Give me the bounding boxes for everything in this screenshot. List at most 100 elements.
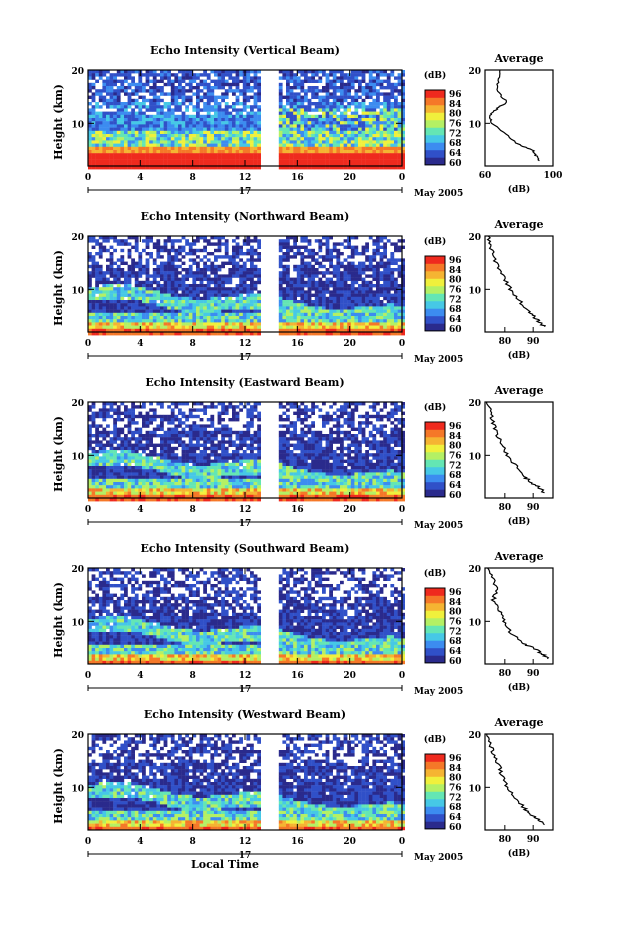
colorbar-swatch xyxy=(425,90,445,98)
average-frame xyxy=(484,733,554,831)
average-frame xyxy=(484,567,554,665)
colorbar-swatch xyxy=(425,308,445,317)
colorbar-swatch xyxy=(425,474,445,483)
colorbar-frame xyxy=(424,587,446,664)
colorbar-swatch xyxy=(425,119,445,128)
average-x-tick-label: 90 xyxy=(527,337,540,347)
colorbar-frame xyxy=(424,255,446,332)
average-x-unit: (dB) xyxy=(508,184,530,195)
colorbar-tick-label: 96 xyxy=(449,754,462,764)
average-title: Average xyxy=(493,550,543,563)
x-tick-label: 20 xyxy=(343,339,356,349)
month-label: May 2005 xyxy=(414,687,463,697)
panel-2: Echo Intensity (Eastward Beam) 0 4 8 12 16 20 0… xyxy=(52,376,554,531)
colorbar-swatch xyxy=(425,754,445,762)
y-tick-label: 20 xyxy=(71,233,84,243)
colorbar-swatch xyxy=(425,813,445,822)
colorbar-swatch xyxy=(425,602,445,611)
day-label: 17 xyxy=(239,519,252,529)
colorbar-tick-label: 76 xyxy=(449,286,462,296)
colorbar-swatch xyxy=(425,459,445,468)
heatmap-cells xyxy=(88,402,405,502)
colorbar-swatch xyxy=(425,632,445,641)
colorbar-tick-label: 68 xyxy=(449,305,462,315)
average-y-tick-label: 20 xyxy=(468,565,481,575)
colorbar-swatch xyxy=(425,610,445,619)
colorbar-swatch xyxy=(425,256,445,264)
colorbar-swatch xyxy=(425,806,445,815)
colorbar-swatch xyxy=(425,270,445,279)
average-title: Average xyxy=(493,384,543,397)
y-tick-label: 10 xyxy=(71,286,84,296)
colorbar-tick-label: 60 xyxy=(449,823,462,833)
colorbar-swatch xyxy=(425,429,445,438)
x-tick-label: 12 xyxy=(239,837,252,847)
x-tick-label: 0 xyxy=(85,339,91,349)
day-label: 17 xyxy=(239,187,252,197)
colorbar-swatch xyxy=(425,640,445,649)
x-tick-label: 0 xyxy=(85,505,91,515)
average-frame xyxy=(484,235,554,333)
average-line xyxy=(485,401,545,494)
colorbar-tick-label: 60 xyxy=(449,159,462,169)
x-tick-label: 8 xyxy=(190,505,196,515)
x-tick-label: 16 xyxy=(291,505,304,515)
colorbar-swatch xyxy=(425,263,445,272)
colorbar-tick-label: 68 xyxy=(449,803,462,813)
colorbar-tick-label: 76 xyxy=(449,452,462,462)
x-tick-label: 0 xyxy=(85,173,91,183)
colorbar-tick-label: 64 xyxy=(449,813,462,823)
colorbar-swatch xyxy=(425,323,445,332)
x-tick-label: 0 xyxy=(85,671,91,681)
panel-title: Echo Intensity (Southward Beam) xyxy=(141,542,350,555)
colorbar-tick-label: 80 xyxy=(449,110,462,120)
day-label: 17 xyxy=(239,851,252,861)
colorbar-tick-label: 76 xyxy=(449,618,462,628)
x-tick-label: 16 xyxy=(291,339,304,349)
average-x-tick-label: 80 xyxy=(499,503,512,513)
y-tick-label: 10 xyxy=(71,784,84,794)
colorbar-tick-label: 64 xyxy=(449,149,462,159)
colorbar-swatch xyxy=(425,127,445,136)
colorbar-tick-label: 72 xyxy=(449,461,462,471)
average-y-tick-label: 20 xyxy=(468,233,481,243)
average-title: Average xyxy=(493,218,543,231)
y-tick-label: 10 xyxy=(71,120,84,130)
average-title: Average xyxy=(493,52,543,65)
colorbar-tick-label: 68 xyxy=(449,637,462,647)
panel-0: Echo Intensity (Vertical Beam) 0 4 8 12 16 20 0… xyxy=(52,44,562,199)
colorbar-tick-label: 60 xyxy=(449,657,462,667)
colorbar-swatch xyxy=(425,647,445,656)
average-profile: Average 20 10 60 100 (dB) xyxy=(468,52,562,195)
heatmap-cells xyxy=(88,734,405,831)
panel-3: Echo Intensity (Southward Beam) 0 4 8 12 16 20… xyxy=(52,542,554,697)
panel-title: Echo Intensity (Northward Beam) xyxy=(141,210,350,223)
x-tick-label: 0 xyxy=(399,837,405,847)
colorbar-tick-label: 60 xyxy=(449,491,462,501)
x-tick-label: 4 xyxy=(137,173,143,183)
y-tick-label: 20 xyxy=(71,399,84,409)
average-y-tick-label: 20 xyxy=(468,399,481,409)
colorbar-tick-label: 68 xyxy=(449,471,462,481)
colorbar-swatch xyxy=(425,149,445,158)
colorbar-tick-label: 60 xyxy=(449,325,462,335)
panel-1: Echo Intensity (Northward Beam) 0 4 8 12 16 20… xyxy=(52,210,554,365)
y-axis-label: Height (km) xyxy=(52,416,65,492)
average-frame xyxy=(484,69,554,167)
month-label: May 2005 xyxy=(414,521,463,531)
colorbar-tick-label: 96 xyxy=(449,422,462,432)
average-y-tick-label: 10 xyxy=(468,452,481,462)
x-tick-label: 20 xyxy=(343,505,356,515)
colorbar-unit: (dB) xyxy=(424,568,446,579)
average-profile: Average 20 10 80 90 (dB) xyxy=(468,716,554,859)
x-tick-label: 0 xyxy=(399,339,405,349)
colorbar-frame xyxy=(424,89,446,166)
colorbar-tick-label: 72 xyxy=(449,793,462,803)
colorbar-swatch xyxy=(425,588,445,596)
average-x-unit: (dB) xyxy=(508,682,530,693)
colorbar-swatch xyxy=(425,142,445,151)
panel-title: Echo Intensity (Vertical Beam) xyxy=(150,44,340,57)
